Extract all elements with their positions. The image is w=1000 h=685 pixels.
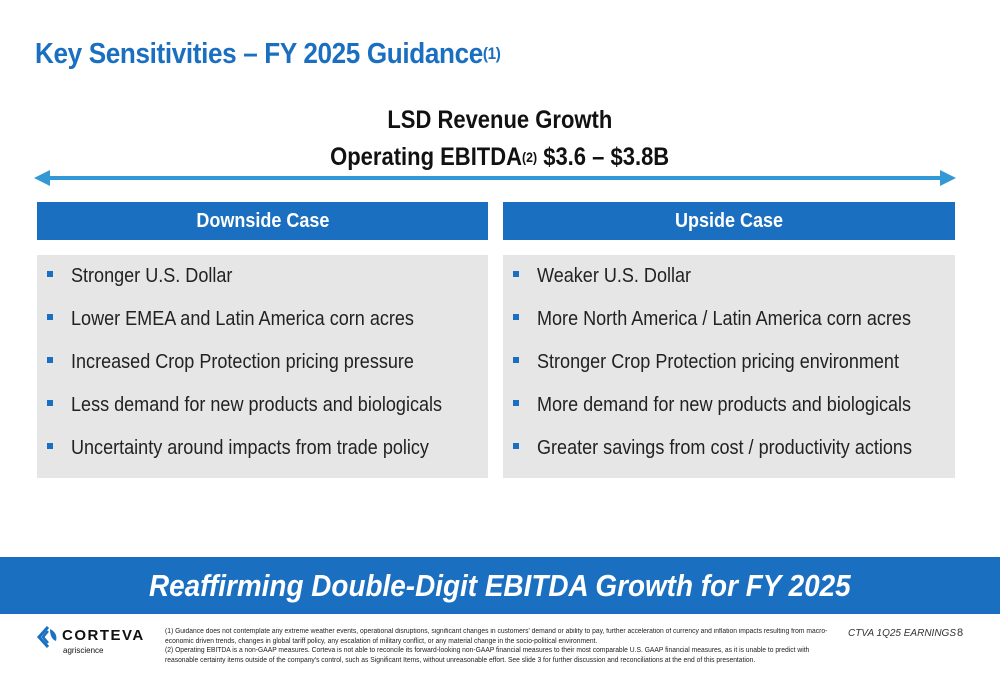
list-item: Increased Crop Protection pricing pressu…: [37, 344, 488, 387]
upside-case-header: Upside Case: [503, 202, 955, 240]
bullet-icon: [47, 400, 53, 406]
list-item: Weaker U.S. Dollar: [503, 258, 955, 301]
bullet-icon: [513, 357, 519, 363]
bullet-icon: [47, 443, 53, 449]
corteva-logo-word: CORTEVA: [62, 627, 145, 644]
list-item: Stronger Crop Protection pricing environ…: [503, 344, 955, 387]
footnote-2: (2) Operating EBITDA is a non-GAAP measu…: [165, 647, 810, 664]
list-item: Stronger U.S. Dollar: [37, 258, 488, 301]
upside-list: Weaker U.S. Dollar More North America / …: [503, 258, 955, 473]
list-item: More demand for new products and biologi…: [503, 387, 955, 430]
ebitda-footnote-ref: (2): [522, 149, 538, 165]
list-item: Lower EMEA and Latin America corn acres: [37, 301, 488, 344]
earnings-tag: CTVA 1Q25 EARNINGS: [848, 628, 956, 639]
reaffirm-banner: Reaffirming Double-Digit EBITDA Growth f…: [0, 557, 1000, 614]
list-item: Less demand for new products and biologi…: [37, 387, 488, 430]
title-footnote-ref: (1): [482, 44, 501, 63]
footnote-1: (1) Guidance does not contemplate any ex…: [165, 628, 828, 645]
revenue-headline: LSD Revenue Growth: [387, 106, 613, 134]
upside-case-box: Weaker U.S. Dollar More North America / …: [503, 255, 955, 478]
bullet-icon: [47, 357, 53, 363]
bullet-icon: [513, 400, 519, 406]
page-title: Key Sensitivities – FY 2025 Guidance(1): [35, 38, 501, 70]
downside-case-header: Downside Case: [37, 202, 488, 240]
range-double-arrow: [34, 170, 956, 186]
corteva-logo-sub: agriscience: [63, 646, 104, 655]
list-item: More North America / Latin America corn …: [503, 301, 955, 344]
list-item: Greater savings from cost / productivity…: [503, 430, 955, 473]
corteva-leaf-icon: [36, 625, 57, 649]
bullet-icon: [513, 314, 519, 320]
list-item: Uncertainty around impacts from trade po…: [37, 430, 488, 473]
bullet-icon: [513, 443, 519, 449]
bullet-icon: [513, 271, 519, 277]
downside-list: Stronger U.S. Dollar Lower EMEA and Lati…: [37, 258, 488, 473]
bullet-icon: [47, 314, 53, 320]
page-number: 8: [957, 627, 964, 639]
downside-case-box: Stronger U.S. Dollar Lower EMEA and Lati…: [37, 255, 488, 478]
bullet-icon: [47, 271, 53, 277]
ebitda-headline: Operating EBITDA(2) $3.6 – $3.8B: [330, 143, 670, 171]
footnotes: (1) Guidance does not contemplate any ex…: [165, 627, 855, 665]
